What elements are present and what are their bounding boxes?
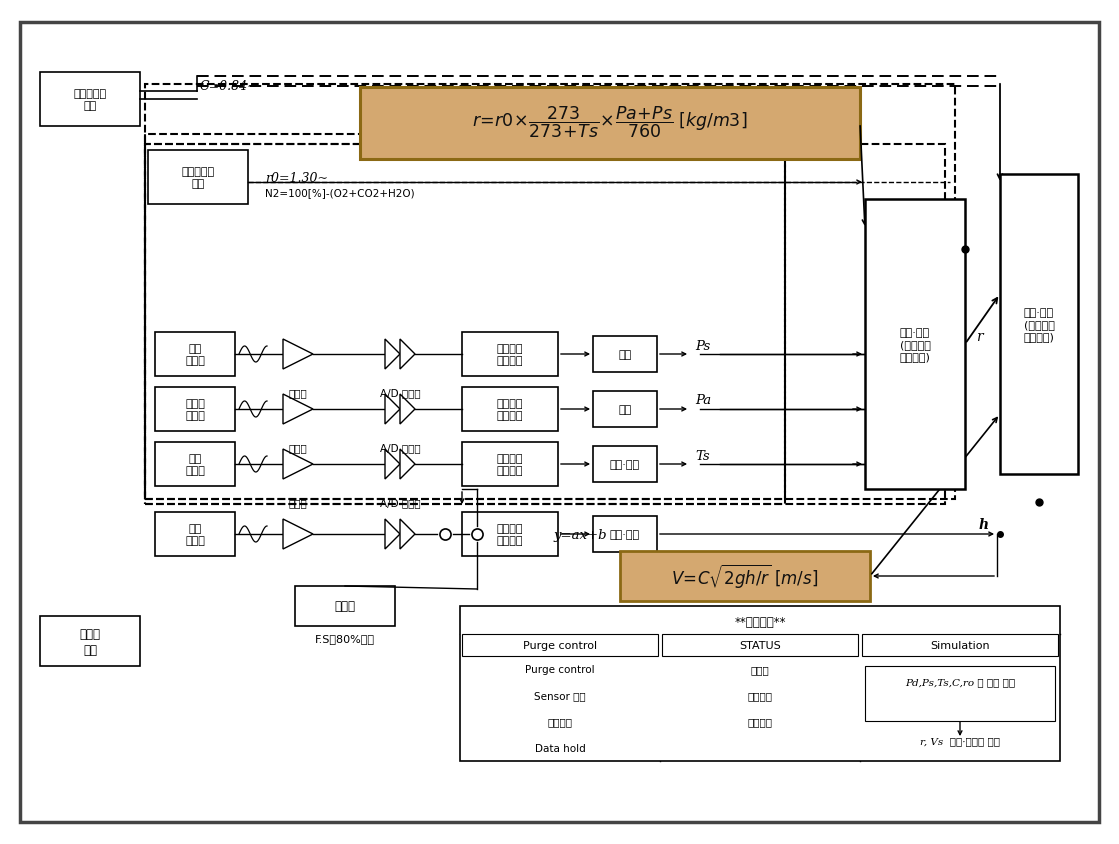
Text: C=0.84~: C=0.84~ bbox=[200, 80, 258, 94]
Bar bbox=[145, 85, 955, 500]
Text: $r\!=\!r0\!\times\!\dfrac{273}{273\!+\!Ts}\!\times\!\dfrac{Pa\!+\!Ps}{760}\;[kg/: $r\!=\!r0\!\times\!\dfrac{273}{273\!+\!T… bbox=[472, 104, 747, 139]
Text: Simulation: Simulation bbox=[930, 641, 990, 650]
Bar bbox=[156, 442, 235, 486]
Bar bbox=[593, 337, 657, 372]
Text: Pa: Pa bbox=[695, 394, 711, 407]
Text: 피토관계수
설정: 피토관계수 설정 bbox=[74, 89, 106, 111]
Text: STATUS: STATUS bbox=[740, 641, 781, 650]
Bar bbox=[593, 446, 657, 483]
Text: 영점보정
스팬보정: 영점보정 스팬보정 bbox=[497, 398, 524, 420]
Bar bbox=[593, 517, 657, 552]
Polygon shape bbox=[385, 394, 399, 425]
Text: 영점보정
스팬보정: 영점보정 스팬보정 bbox=[497, 453, 524, 476]
Bar bbox=[862, 634, 1057, 657]
Text: 증폭기: 증폭기 bbox=[289, 442, 308, 452]
Text: 유로제어: 유로제어 bbox=[547, 717, 573, 727]
Text: 온도
검출기: 온도 검출기 bbox=[185, 453, 205, 476]
Polygon shape bbox=[283, 394, 313, 425]
Text: 전원단절: 전원단절 bbox=[747, 690, 772, 701]
Text: 특정값: 특정값 bbox=[335, 600, 356, 613]
Bar bbox=[40, 616, 140, 666]
Text: 증폭기: 증폭기 bbox=[289, 497, 308, 507]
Bar bbox=[40, 73, 140, 127]
Polygon shape bbox=[399, 519, 415, 549]
Text: r, Vs  지시·출력값 확인: r, Vs 지시·출력값 확인 bbox=[920, 737, 1000, 745]
Bar bbox=[593, 392, 657, 428]
Text: 대기압
검출기: 대기압 검출기 bbox=[185, 398, 205, 420]
Text: N2=100[%]-(O2+CO2+H2O): N2=100[%]-(O2+CO2+H2O) bbox=[265, 187, 415, 197]
Text: Purge control: Purge control bbox=[523, 641, 598, 650]
Text: Purge control: Purge control bbox=[525, 664, 595, 674]
Bar bbox=[462, 512, 558, 556]
Bar bbox=[156, 512, 235, 556]
Polygon shape bbox=[283, 339, 313, 370]
Bar bbox=[156, 387, 235, 431]
Text: 지시·출력
(표준상태
환산유속): 지시·출력 (표준상태 환산유속) bbox=[1024, 307, 1054, 342]
Text: 동작불량: 동작불량 bbox=[747, 717, 772, 727]
Bar bbox=[360, 88, 861, 160]
Text: 연산·지시
(현재상태
환산밀도): 연산·지시 (현재상태 환산밀도) bbox=[900, 327, 930, 362]
Bar bbox=[865, 666, 1055, 721]
Polygon shape bbox=[385, 450, 399, 479]
Text: Ps: Ps bbox=[695, 339, 711, 352]
Text: r: r bbox=[976, 330, 982, 344]
Bar bbox=[620, 551, 869, 601]
Text: 지시: 지시 bbox=[619, 349, 631, 360]
Text: Pd,Ps,Ts,C,ro 값 임의 설정: Pd,Ps,Ts,C,ro 값 임의 설정 bbox=[905, 678, 1015, 687]
Bar bbox=[156, 333, 235, 376]
Text: 지시·출력: 지시·출력 bbox=[610, 529, 640, 539]
Text: 영점보정
스팬보정: 영점보정 스팬보정 bbox=[497, 523, 524, 545]
Bar bbox=[865, 200, 965, 490]
Text: $V\!=\!C\sqrt{2gh/r}\;[m/s]$: $V\!=\!C\sqrt{2gh/r}\;[m/s]$ bbox=[671, 562, 819, 590]
Bar bbox=[145, 145, 946, 505]
Bar bbox=[462, 387, 558, 431]
Text: y=ax+b: y=ax+b bbox=[553, 528, 606, 541]
Bar bbox=[662, 634, 858, 657]
Text: Ts: Ts bbox=[696, 449, 711, 462]
Text: 영점보정
스팬보정: 영점보정 스팬보정 bbox=[497, 344, 524, 365]
Text: **부가기능**: **부가기능** bbox=[734, 614, 786, 628]
Text: 리모트
체크: 리모트 체크 bbox=[79, 627, 101, 656]
Polygon shape bbox=[283, 519, 313, 549]
Text: F.S의80%정도: F.S의80%정도 bbox=[316, 633, 375, 643]
Polygon shape bbox=[399, 394, 415, 425]
Text: 교정중: 교정중 bbox=[751, 664, 770, 674]
Text: 정압
검출기: 정압 검출기 bbox=[185, 344, 205, 365]
Bar bbox=[145, 145, 786, 505]
Polygon shape bbox=[283, 450, 313, 479]
Text: h: h bbox=[979, 517, 989, 532]
Polygon shape bbox=[385, 339, 399, 370]
Bar bbox=[1000, 175, 1078, 474]
Bar bbox=[295, 587, 395, 626]
Bar bbox=[462, 442, 558, 486]
Text: A/D 변환기: A/D 변환기 bbox=[379, 442, 421, 452]
Text: 지시: 지시 bbox=[619, 404, 631, 414]
Text: A/D 변환기: A/D 변환기 bbox=[379, 387, 421, 398]
Text: Data hold: Data hold bbox=[535, 743, 585, 753]
Bar bbox=[462, 333, 558, 376]
Bar bbox=[462, 634, 658, 657]
Text: 성분구성비
설정: 성분구성비 설정 bbox=[181, 166, 215, 189]
Bar bbox=[145, 135, 786, 500]
Bar bbox=[460, 606, 1060, 761]
Text: r0=1.30~: r0=1.30~ bbox=[265, 171, 328, 184]
Text: 차압
검출기: 차압 검출기 bbox=[185, 523, 205, 545]
Polygon shape bbox=[399, 339, 415, 370]
Polygon shape bbox=[385, 519, 399, 549]
Text: 증폭기: 증폭기 bbox=[289, 387, 308, 398]
Text: A/D 변환기: A/D 변환기 bbox=[379, 497, 421, 507]
Polygon shape bbox=[399, 450, 415, 479]
Text: Sensor 보호: Sensor 보호 bbox=[534, 690, 586, 701]
Text: 지시·출력: 지시·출력 bbox=[610, 459, 640, 469]
Bar bbox=[148, 151, 248, 205]
